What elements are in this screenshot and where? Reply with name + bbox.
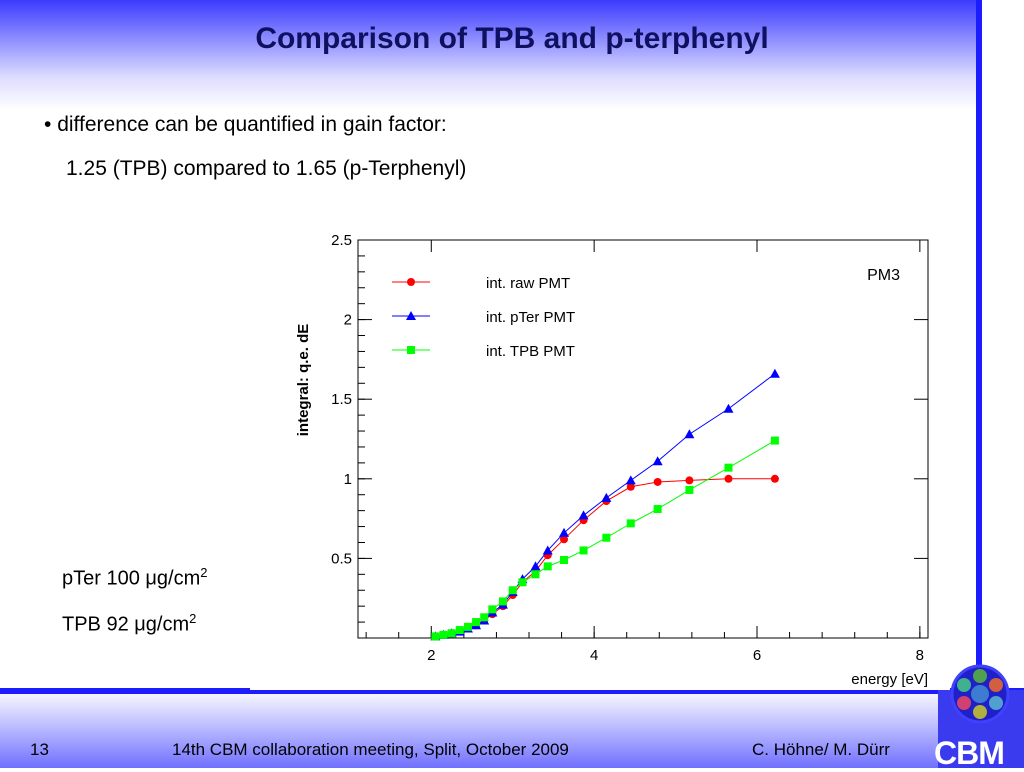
legend-marker xyxy=(406,311,416,320)
data-point-1 xyxy=(625,475,636,485)
data-point-0 xyxy=(770,474,779,483)
data-point-2 xyxy=(653,505,662,514)
y-axis-label: integral: q.e. dE xyxy=(295,324,312,437)
data-point-2 xyxy=(447,629,456,638)
bottom-border-line xyxy=(0,688,1024,694)
data-point-2 xyxy=(602,533,611,542)
data-point-2 xyxy=(508,586,517,595)
note-pter-prefix: pTer 100 xyxy=(62,567,146,590)
x-tick-label: 8 xyxy=(916,647,924,664)
bullet-dot: • xyxy=(44,113,52,136)
y-tick-label: 2 xyxy=(344,312,352,329)
y-tick-label: 1 xyxy=(344,471,352,488)
data-point-1 xyxy=(769,368,780,378)
header-gradient xyxy=(0,0,976,110)
bullet-text: difference can be quantified in gain fac… xyxy=(57,113,447,136)
data-point-2 xyxy=(531,570,540,579)
x-tick-label: 6 xyxy=(753,647,761,664)
footer-gradient xyxy=(0,688,1024,768)
data-point-2 xyxy=(480,613,489,622)
data-point-0 xyxy=(626,482,635,491)
data-point-1 xyxy=(542,545,553,555)
note-tpb-prefix: TPB 92 xyxy=(62,613,135,636)
note-pter-mu: μ xyxy=(145,567,157,590)
data-point-2 xyxy=(488,605,497,614)
legend-label: int. pTer PMT xyxy=(486,309,575,326)
bullet-item: • difference can be quantified in gain f… xyxy=(44,113,447,137)
chart: 2 4 6 8 0.5 1 1.5 2 2.5 int. raw PMT int. pTer PM… xyxy=(250,210,950,690)
y-tick-label: 2.5 xyxy=(331,232,352,249)
footer-page-number: 13 xyxy=(30,740,49,759)
footer-authors: C. Höhne/ M. Dürr xyxy=(752,740,890,759)
data-point-2 xyxy=(770,436,779,445)
data-point-2 xyxy=(560,555,569,564)
cbm-logo-icon xyxy=(938,664,1024,768)
note-tpb-unit: g/cm xyxy=(145,613,190,636)
plot-frame xyxy=(357,239,929,639)
y-tick-label: 1.5 xyxy=(331,391,352,408)
data-point-2 xyxy=(518,578,527,587)
data-point-1 xyxy=(530,561,541,571)
note-pter-unit: g/cm xyxy=(156,567,201,590)
data-point-2 xyxy=(724,463,733,472)
data-point-1 xyxy=(652,456,663,466)
data-point-2 xyxy=(455,626,464,635)
chart-background xyxy=(250,210,950,690)
data-point-1 xyxy=(601,492,612,502)
data-point-2 xyxy=(626,519,635,528)
data-point-2 xyxy=(579,546,588,555)
bullet-continuation: 1.25 (TPB) compared to 1.65 (p-Terphenyl… xyxy=(66,157,467,180)
data-point-0 xyxy=(724,474,733,483)
data-point-2 xyxy=(431,632,440,641)
note-tpb-sup: 2 xyxy=(189,611,197,626)
data-point-2 xyxy=(498,597,507,606)
data-point-2 xyxy=(543,562,552,571)
legend-marker xyxy=(407,346,415,354)
data-point-0 xyxy=(560,535,569,544)
data-point-1 xyxy=(578,510,589,520)
data-point-2 xyxy=(685,485,694,494)
data-point-0 xyxy=(653,477,662,486)
data-point-2 xyxy=(439,630,448,639)
note-tpb-mu: μ xyxy=(134,613,146,636)
footer-event: 14th CBM collaboration meeting, Split, O… xyxy=(172,740,569,759)
cbm-logo-text: CBM xyxy=(934,735,1005,771)
legend-label: int. raw PMT xyxy=(486,275,570,292)
y-tick-label: 0.5 xyxy=(331,550,352,567)
x-tick-label: 2 xyxy=(427,647,435,664)
data-point-1 xyxy=(559,527,570,537)
plot-annotation: PM3 xyxy=(867,267,900,284)
data-point-1 xyxy=(684,429,695,439)
data-point-1 xyxy=(723,403,734,413)
x-axis-label: energy [eV] xyxy=(851,671,928,688)
data-point-0 xyxy=(685,476,694,485)
legend-label: int. TPB PMT xyxy=(486,343,575,360)
note-tpb: TPB 92 μg/cm2 xyxy=(62,611,196,637)
note-pter: pTer 100 μg/cm2 xyxy=(62,565,208,591)
data-point-2 xyxy=(463,622,472,631)
note-pter-sup: 2 xyxy=(200,565,208,580)
legend-marker xyxy=(407,278,415,286)
slide-title: Comparison of TPB and p-terphenyl xyxy=(255,22,769,55)
data-point-2 xyxy=(472,618,481,627)
x-tick-label: 4 xyxy=(590,647,598,664)
right-border-line xyxy=(976,0,982,688)
